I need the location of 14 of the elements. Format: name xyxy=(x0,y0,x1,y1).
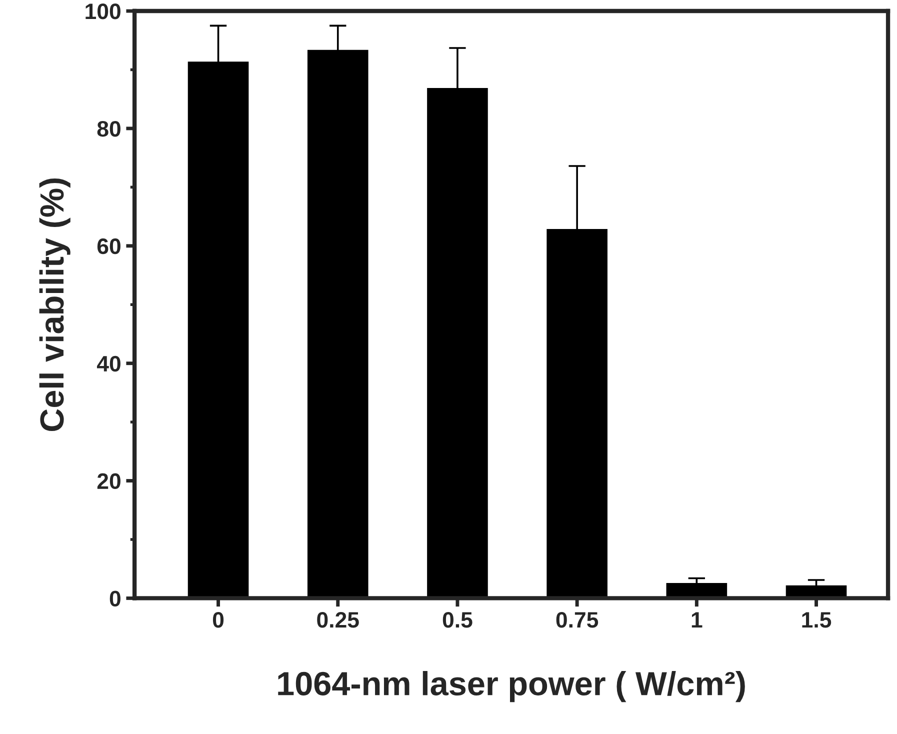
y-tick-label: 0 xyxy=(110,590,120,606)
x-tick-label: 1.5 xyxy=(802,612,832,628)
y-tick-label: 20 xyxy=(97,473,120,490)
x-tick-label: 1 xyxy=(692,612,702,628)
x-tick-label: 0.25 xyxy=(317,612,359,628)
y-tick-label: 80 xyxy=(97,120,120,137)
y-tick-label: 60 xyxy=(97,238,120,254)
y-tick-label: 100 xyxy=(86,4,120,20)
x-tick-label: 0.5 xyxy=(442,612,472,628)
x-tick-label: 0 xyxy=(212,612,224,628)
y-tick-label: 40 xyxy=(96,356,120,372)
x-tick-label: 0.75 xyxy=(556,612,598,628)
x-axis-title: 1064-nm laser power ( W/cm²) xyxy=(278,671,745,702)
y-axis-title: Cell viability (%) xyxy=(39,178,70,432)
